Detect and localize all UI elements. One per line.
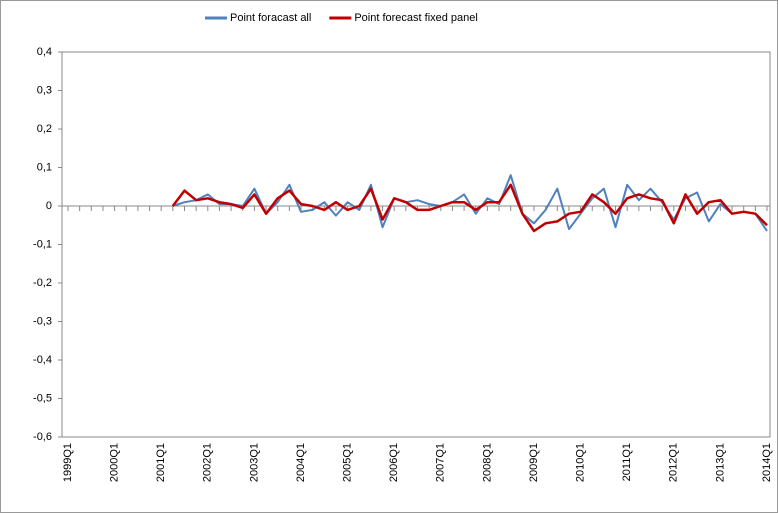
y-tick-label: -0,5 [33,392,52,404]
x-tick-label: 2014Q1 [761,443,773,482]
x-tick-label: 2005Q1 [342,443,354,482]
x-tick-label: 2013Q1 [714,443,726,482]
x-tick-label: 2009Q1 [528,443,540,482]
x-tick-label: 2006Q1 [388,443,400,482]
y-tick-label: -0,4 [33,354,52,366]
x-tick-label: 2007Q1 [435,443,447,482]
x-tick-label: 2011Q1 [621,443,633,481]
y-tick-label: -0,6 [33,431,52,443]
y-tick-label: -0,3 [33,315,52,327]
y-tick-label: 0,2 [37,123,52,135]
x-tick-label: 2003Q1 [248,443,260,482]
y-tick-label: 0,4 [37,46,52,58]
legend-label: Point foracast all [230,12,311,24]
x-tick-label: 2000Q1 [109,443,121,482]
x-tick-label: 1999Q1 [62,443,74,482]
y-tick-label: 0 [46,200,52,212]
y-tick-label: -0,2 [33,277,52,289]
legend-label: Point forecast fixed panel [354,12,478,24]
y-tick-label: 0,3 [37,84,52,96]
y-tick-label: -0,1 [33,238,52,250]
y-tick-label: 0,1 [37,161,52,173]
x-tick-label: 2001Q1 [155,443,167,482]
series-line [171,183,768,233]
x-tick-label: 2002Q1 [202,443,214,482]
x-tick-label: 2008Q1 [481,443,493,482]
x-tick-label: 2004Q1 [295,443,307,482]
x-tick-label: 2010Q1 [575,443,587,482]
x-tick-label: 2012Q1 [668,443,680,482]
